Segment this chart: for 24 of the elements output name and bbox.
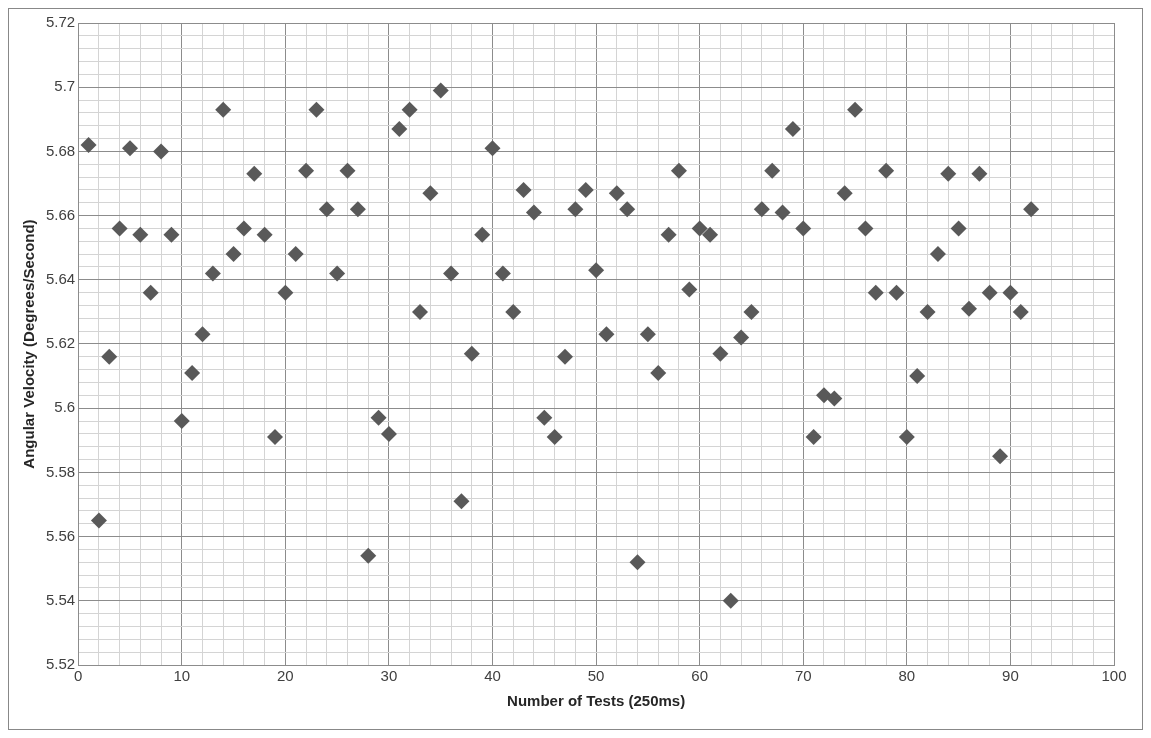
x-tick-label: 70 <box>794 667 812 685</box>
x-tick-label: 30 <box>380 667 398 685</box>
x-tick-label: 10 <box>173 667 191 685</box>
x-tick-label: 100 <box>1101 667 1127 685</box>
y-tick-label: 5.56 <box>45 526 76 544</box>
y-tick-label: 5.72 <box>45 13 76 31</box>
y-tick-label: 5.7 <box>54 77 76 95</box>
y-tick-label: 5.68 <box>45 141 76 159</box>
y-tick-label: 5.54 <box>45 590 76 608</box>
x-tick-label: 0 <box>74 667 83 685</box>
x-tick-label: 60 <box>691 667 709 685</box>
x-tick-label: 20 <box>277 667 294 685</box>
x-axis-title: Number of Tests (250ms) <box>507 692 686 710</box>
y-tick-label: 5.58 <box>45 462 76 480</box>
y-tick-label: 5.64 <box>45 269 76 287</box>
y-tick-label: 5.52 <box>45 655 76 673</box>
y-axis-title: Angular Velocity (Degrees/Second) <box>20 219 38 469</box>
x-tick-label: 50 <box>587 667 605 685</box>
x-tick-label: 80 <box>898 667 916 685</box>
y-tick-label: 5.62 <box>45 334 76 352</box>
y-tick-label: 5.6 <box>54 398 76 416</box>
y-tick-label: 5.66 <box>45 205 76 223</box>
x-tick-label: 40 <box>484 667 501 685</box>
x-tick-label: 90 <box>1002 667 1019 685</box>
